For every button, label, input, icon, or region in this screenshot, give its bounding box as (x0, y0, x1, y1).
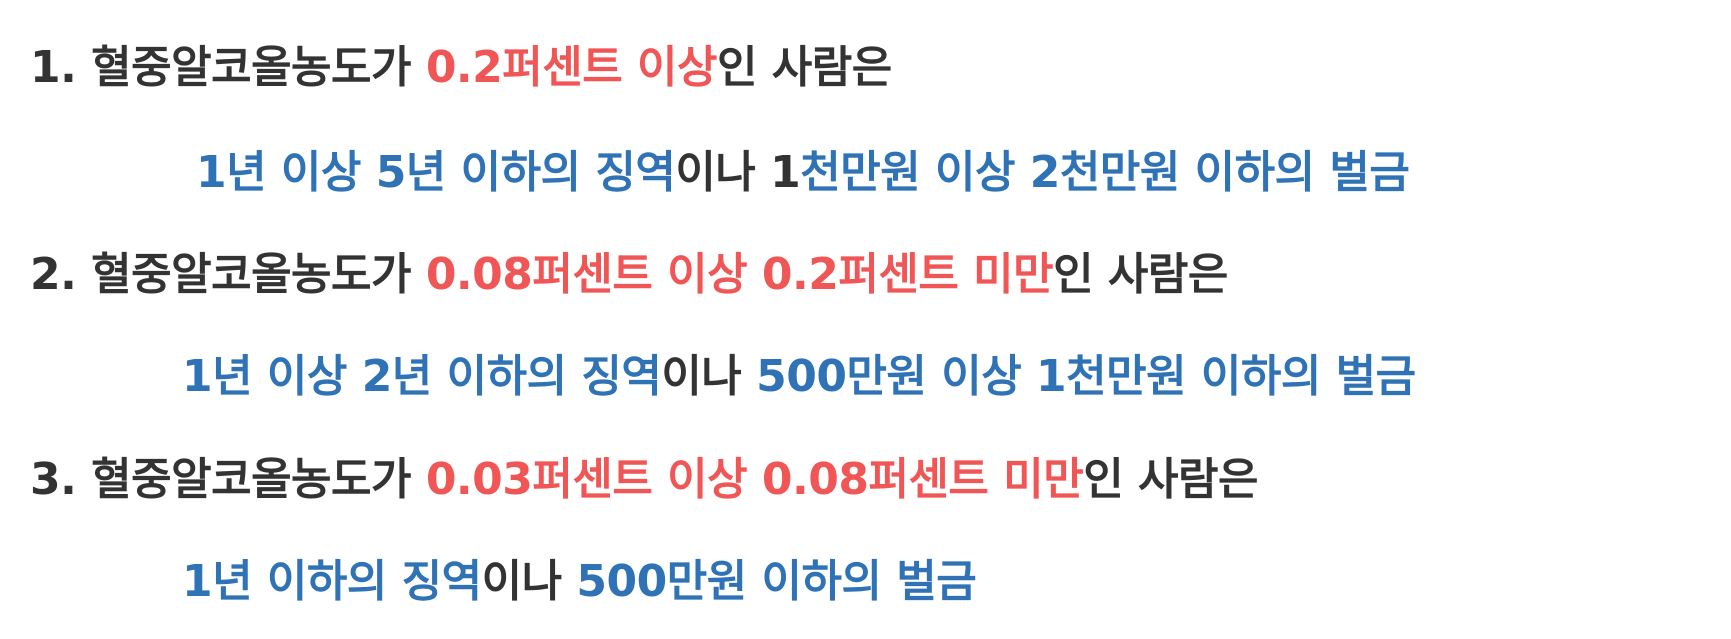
condition-1-suffix: 인 사람은 (716, 42, 892, 93)
condition-line-2: 2. 혈중알코올농도가 0.08퍼센트 이상 0.2퍼센트 미만인 사람은 (30, 253, 1228, 297)
penalty-line-3: 1년 이하의 징역이나 500만원 이하의 벌금 (182, 560, 977, 604)
condition-2-threshold: 0.08퍼센트 이상 0.2퍼센트 미만 (425, 249, 1054, 300)
condition-3-threshold: 0.03퍼센트 이상 0.08퍼센트 미만 (425, 454, 1084, 505)
penalty-3-fine: 500만원 이하의 벌금 (576, 556, 977, 607)
condition-3-prefix: 3. 혈중알코올농도가 (30, 454, 426, 505)
penalty-1-prison: 1년 이상 5년 이하의 징역 (196, 147, 676, 198)
condition-line-1: 1. 혈중알코올농도가 0.2퍼센트 이상인 사람은 (30, 46, 892, 90)
penalty-1-fine: 천만원 이상 2천만원 이하의 벌금 (800, 147, 1410, 198)
condition-2-suffix: 인 사람은 (1053, 249, 1228, 300)
penalty-line-1: 1년 이상 5년 이하의 징역이나 1천만원 이상 2천만원 이하의 벌금 (196, 151, 1410, 195)
condition-1-prefix: 1. 혈중알코올농도가 (30, 42, 426, 93)
penalty-1-connector: 이나 1 (675, 147, 801, 198)
condition-1-threshold: 0.2퍼센트 이상 (425, 42, 718, 93)
penalty-2-connector: 이나 (661, 351, 757, 402)
penalty-line-2: 1년 이상 2년 이하의 징역이나 500만원 이상 1천만원 이하의 벌금 (182, 355, 1416, 399)
penalty-3-prison: 1년 이하의 징역 (182, 556, 482, 607)
penalty-3-connector: 이나 (481, 556, 577, 607)
condition-2-prefix: 2. 혈중알코올농도가 (30, 249, 426, 300)
condition-3-suffix: 인 사람은 (1083, 454, 1258, 505)
penalty-2-prison: 1년 이상 2년 이하의 징역 (182, 351, 662, 402)
penalty-2-fine: 500만원 이상 1천만원 이하의 벌금 (756, 351, 1416, 402)
condition-line-3: 3. 혈중알코올농도가 0.03퍼센트 이상 0.08퍼센트 미만인 사람은 (30, 458, 1258, 502)
